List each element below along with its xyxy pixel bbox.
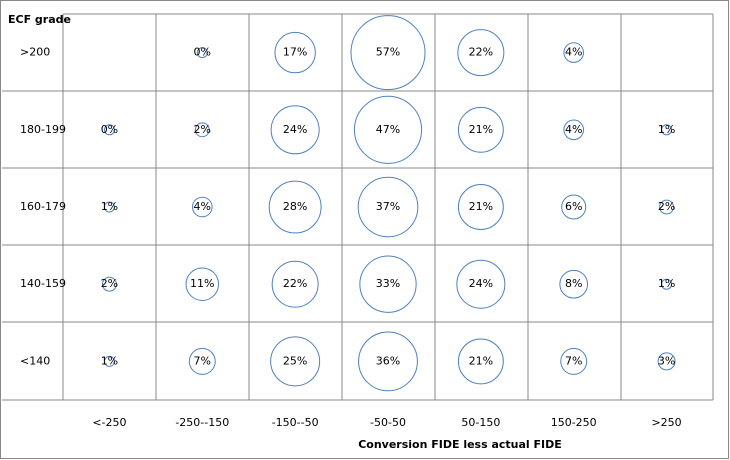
bubble (560, 347, 588, 375)
data-label: 1% (101, 200, 118, 213)
y-axis-title: ECF grade (8, 13, 71, 26)
data-label: 1% (658, 123, 675, 136)
bubble (101, 276, 117, 292)
y-tick-label: 180-199 (20, 123, 66, 136)
bubble (191, 196, 213, 218)
bubble (359, 255, 417, 313)
data-label: 7% (565, 354, 582, 367)
data-label: 37% (376, 200, 400, 213)
x-tick-label: -250--150 (175, 416, 229, 429)
data-label: 21% (469, 354, 493, 367)
bubble (661, 124, 673, 136)
bubble (103, 124, 115, 136)
data-label: 7% (194, 354, 211, 367)
data-label: 4% (194, 200, 211, 213)
bubble (270, 336, 321, 387)
bubble (268, 180, 322, 234)
bubble (196, 47, 208, 59)
data-label: 25% (283, 354, 307, 367)
data-label: 33% (376, 277, 400, 290)
bubble (358, 331, 418, 392)
data-label: 22% (283, 277, 307, 290)
bubble (103, 201, 115, 213)
data-label: 22% (469, 46, 493, 59)
bubble (561, 194, 587, 220)
data-label: 2% (658, 200, 675, 213)
bubble (456, 259, 506, 309)
data-label: 1% (101, 354, 118, 367)
data-label: 28% (283, 200, 307, 213)
data-label: 21% (469, 200, 493, 213)
data-label: 6% (565, 200, 582, 213)
data-label: 24% (469, 277, 493, 290)
bubble (559, 269, 589, 299)
x-tick-label: >250 (651, 416, 681, 429)
data-label: 21% (469, 123, 493, 136)
data-label: 36% (376, 354, 400, 367)
bubble (194, 122, 210, 138)
bubble (188, 347, 216, 375)
data-label: 1% (658, 277, 675, 290)
x-tick-label: 150-250 (551, 416, 597, 429)
bubble (659, 199, 675, 215)
x-tick-label: -150--50 (272, 416, 319, 429)
y-tick-label: 140-159 (20, 277, 66, 290)
data-label: 24% (283, 123, 307, 136)
data-label: 2% (194, 123, 211, 136)
bubble (661, 278, 673, 290)
grid (2, 13, 714, 401)
x-tick-label: -50-50 (370, 416, 406, 429)
y-tick-label: 160-179 (20, 200, 66, 213)
bubble (457, 338, 504, 385)
bubble (185, 267, 220, 301)
bubble (350, 15, 426, 91)
data-label: 8% (565, 277, 582, 290)
bubble (457, 106, 504, 153)
bubble (353, 95, 423, 164)
y-tick-label: <140 (20, 354, 50, 367)
data-label: 17% (283, 46, 307, 59)
data-label: 4% (565, 123, 582, 136)
x-tick-label: 50-150 (461, 416, 500, 429)
bubble (457, 184, 504, 230)
data-label: 47% (376, 123, 400, 136)
y-tick-label: >200 (20, 46, 50, 59)
data-label: 11% (190, 277, 214, 290)
bubble (103, 355, 115, 367)
data-label: 4% (565, 46, 582, 59)
bubble (457, 29, 505, 77)
bubble (657, 352, 676, 371)
data-label: 3% (658, 354, 675, 367)
bubble (357, 176, 419, 238)
bubble (563, 119, 585, 141)
x-tick-label: <-250 (92, 416, 126, 429)
bubble (563, 42, 585, 63)
bubble (270, 105, 320, 155)
bubble (274, 31, 316, 74)
data-label: 57% (376, 46, 400, 59)
data-label: 0% (101, 123, 118, 136)
data-label: 2% (101, 277, 118, 290)
bubble (271, 260, 319, 308)
data-label: 0% (194, 46, 211, 59)
x-axis-title: Conversion FIDE less actual FIDE (358, 438, 562, 451)
